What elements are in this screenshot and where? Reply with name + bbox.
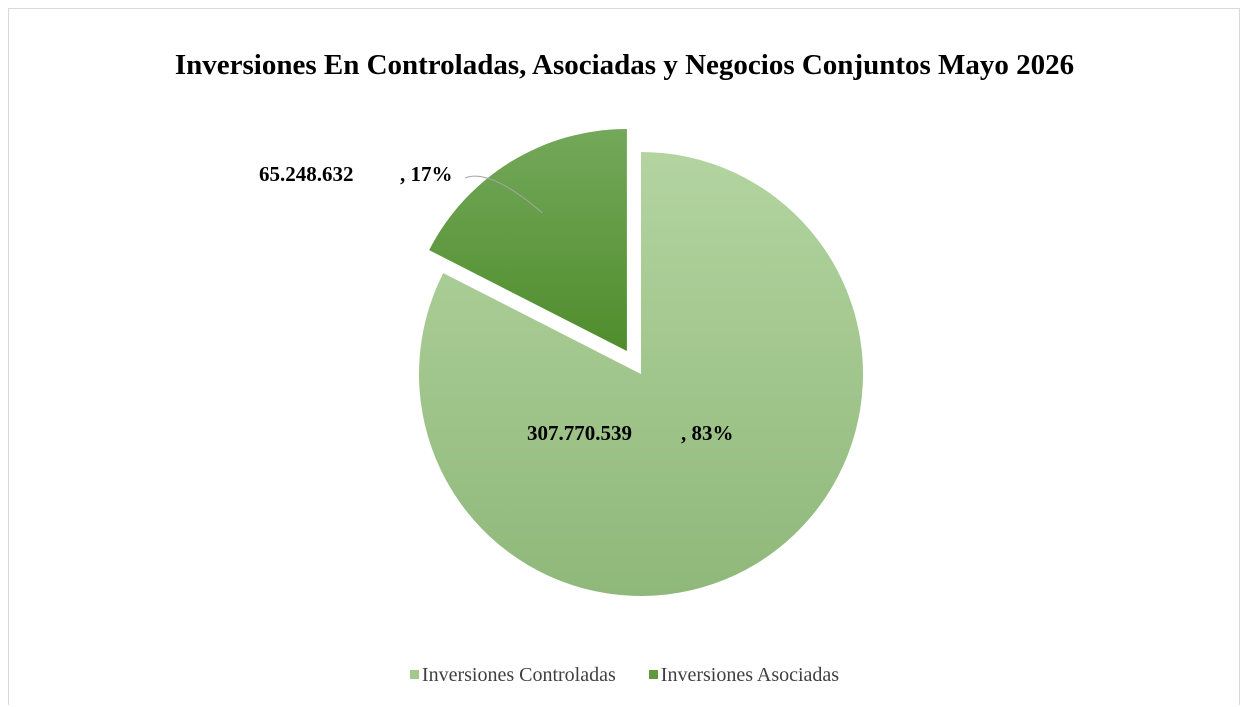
legend-swatch-asociadas — [648, 670, 658, 679]
data-label-value-asociadas: 65.248.632 — [259, 162, 354, 186]
chart-title: Inversiones En Controladas, Asociadas y … — [174, 49, 1075, 81]
chart-frame — [8, 8, 1240, 705]
legend-label-controladas: Inversiones Controladas — [421, 664, 616, 686]
legend-swatch-controladas — [409, 670, 419, 679]
legend-label-asociadas: Inversiones Asociadas — [660, 664, 840, 686]
data-label-percent-controladas: , 83% — [681, 421, 734, 445]
data-label-value-controladas: 307.770.539 — [527, 421, 632, 445]
pie-slice-inversiones-asociadas — [429, 128, 627, 351]
pie-slice-inversiones-controladas — [418, 152, 863, 596]
data-label-percent-asociadas: , 17% — [400, 162, 453, 186]
legend-item-asociadas: Inversiones Asociadas — [648, 664, 840, 687]
legend-item-controladas: Inversiones Controladas — [409, 664, 616, 687]
chart-legend: Inversiones Controladas Inversiones Asoc… — [0, 664, 1249, 687]
leader-line — [464, 175, 543, 214]
